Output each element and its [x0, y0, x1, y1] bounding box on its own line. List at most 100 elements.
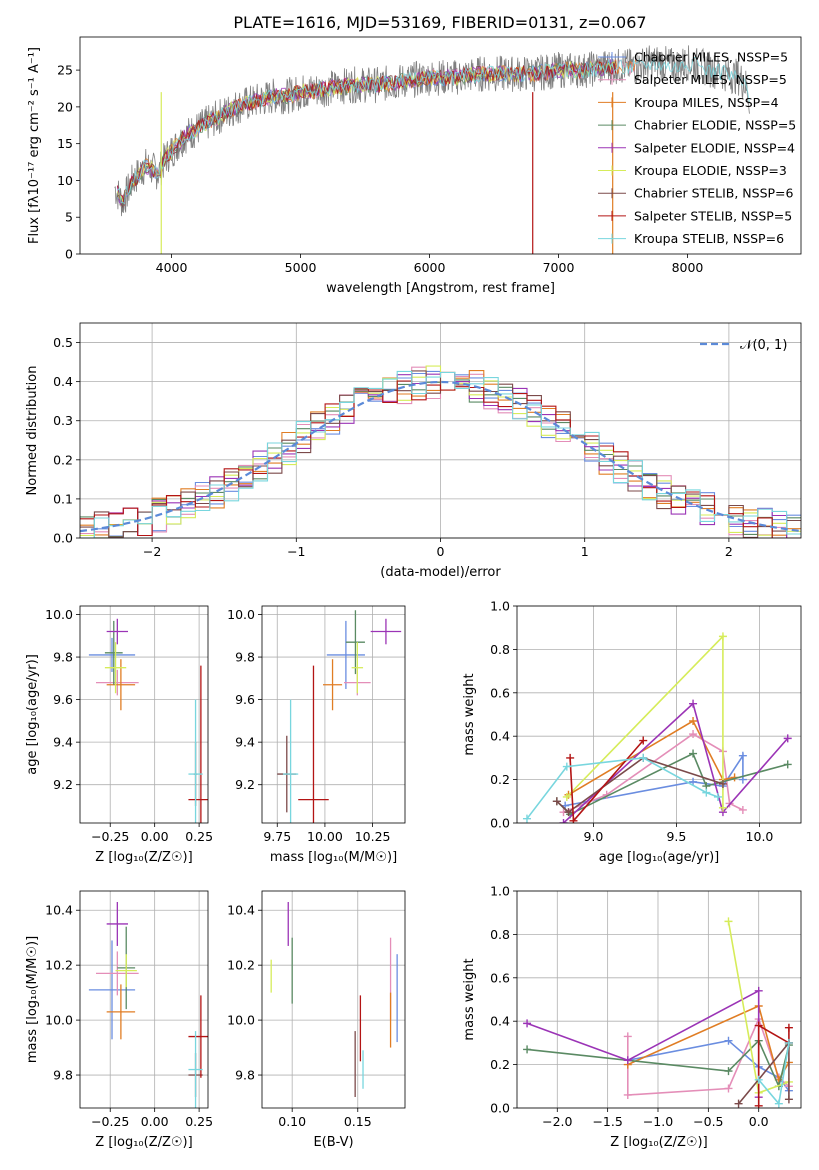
mass-weight-point [523, 1019, 532, 1028]
y-tick-label: 0.4 [490, 1014, 510, 1029]
x-tick-label: −1.0 [643, 1114, 673, 1129]
mass-weight-point [713, 792, 722, 801]
y-tick-label: 9.8 [53, 1068, 73, 1083]
plot-area [80, 365, 801, 538]
plot-area [114, 45, 750, 254]
axes-frame [261, 890, 406, 1109]
y-tick-label: 0.3 [53, 413, 73, 428]
y-tick-label: 0.0 [490, 1101, 510, 1116]
x-axis-label: wavelength [Angstrom, rest frame] [326, 281, 555, 296]
mass-weight-line [568, 719, 735, 796]
model-line [116, 60, 617, 202]
x-tick-label: −1 [287, 544, 305, 559]
mass-weight-point [639, 753, 648, 762]
mass-weight-point [718, 803, 727, 812]
mass-weight-point [718, 779, 727, 788]
y-tick-label: 0.2 [490, 1057, 510, 1072]
x-tick-label: 9.75 [263, 829, 291, 844]
mass-weight-point [734, 1099, 743, 1108]
mass-weight-point [754, 1101, 763, 1108]
mass-weight-point [569, 816, 578, 823]
x-tick-label: 10.0 [746, 829, 774, 844]
x-tick-label: 0.0 [749, 1114, 769, 1129]
x-axis-label: age [log₁₀(age/yr)] [599, 850, 720, 865]
x-tick-label: −2.0 [542, 1114, 572, 1129]
y-axis-label: mass [log₁₀(M/M☉)] [25, 936, 40, 1063]
x-axis-label: Z [log₁₀(Z/Z☉)] [610, 1135, 707, 1150]
x-axis-label: mass [log₁₀(M/M☉)] [270, 850, 397, 865]
y-tick-label: 0.6 [490, 970, 510, 985]
x-tick-label: 0.25 [185, 1114, 213, 1129]
panel-weight_vs_Z: −2.0 −1.5 −1.0 −0.5 0.0 0.0 0.2 0.4 0.6 0.8 1.0 Z [… [462, 884, 802, 1150]
y-tick-label: 0.0 [53, 531, 73, 546]
legend-label: Kroupa MILES, NSSP=4 [634, 95, 779, 110]
legend-label: 𝒩(0, 1) [740, 338, 787, 353]
y-tick-label: 10.4 [45, 903, 73, 918]
plot-area [270, 901, 398, 1098]
legend-label: Chabrier MILES, NSSP=5 [634, 50, 788, 65]
y-tick-label: 10.0 [227, 607, 255, 622]
x-tick-label: 5000 [285, 260, 317, 275]
x-tick-label: 4000 [156, 260, 188, 275]
x-axis-label: Z [log₁₀(Z/Z☉)] [95, 1135, 192, 1150]
mass-weight-point [566, 753, 575, 762]
legend-label: Salpeter MILES, NSSP=5 [634, 72, 787, 87]
mass-weight-point [738, 751, 747, 760]
plot-area [88, 901, 208, 1108]
x-tick-label: −2 [143, 544, 161, 559]
mass-weight-point [562, 792, 571, 801]
y-tick-label: 10.4 [227, 903, 255, 918]
axes-frame [79, 605, 209, 824]
y-tick-label: 0.8 [490, 927, 510, 942]
mass-weight-point [784, 1023, 793, 1032]
y-tick-label: 10.2 [227, 958, 255, 973]
mass-weight-point [623, 1032, 632, 1041]
axes-frame [516, 890, 802, 1109]
mass-weight-point [552, 797, 561, 806]
histogram-step [80, 380, 801, 538]
mass-weight-point [522, 814, 531, 823]
x-tick-label: 9.5 [666, 829, 686, 844]
mass-weight-line [563, 733, 744, 813]
mass-weight-point [724, 1036, 733, 1045]
mass-weight-point [738, 805, 747, 814]
mass-weight-point [689, 749, 698, 758]
mass-weight-point [689, 730, 698, 739]
plot-area [277, 610, 402, 823]
mass-weight-point [702, 788, 711, 797]
mass-weight-point [559, 819, 568, 823]
legend-label: Salpeter ELODIE, NSSP=4 [634, 140, 795, 155]
x-tick-label: 0.10 [278, 1114, 306, 1129]
legend-label: Salpeter STELIB, NSSP=5 [634, 208, 792, 223]
mass-weight-point [774, 1099, 783, 1108]
plot-area [523, 917, 793, 1108]
panel-weight_vs_age: 9.0 9.5 10.0 0.0 0.2 0.4 0.6 0.8 1.0 age [log₁₀(a… [462, 599, 802, 865]
x-tick-label: 0.00 [141, 829, 169, 844]
model-line [117, 56, 750, 205]
legend-label: Kroupa STELIB, NSSP=6 [634, 231, 784, 246]
y-tick-label: 0.6 [490, 685, 510, 700]
mass-weight-line [562, 702, 789, 823]
mass-weight-point [689, 699, 698, 708]
panel-mass_vs_ebv: 0.10 0.15 9.8 10.0 10.2 10.4 E(B-V) [227, 890, 406, 1150]
mass-weight-point [784, 1038, 793, 1047]
x-tick-label: −0.5 [693, 1114, 723, 1129]
mass-weight-point [783, 760, 792, 769]
y-tick-label: 10.0 [45, 1013, 73, 1028]
y-tick-label: 0.4 [53, 374, 73, 389]
x-tick-label: −1.5 [592, 1114, 622, 1129]
legend-label: Chabrier STELIB, NSSP=6 [634, 186, 794, 201]
panel-mass_vs_Z: −0.25 0.00 0.25 9.8 10.0 10.2 10.4 Z [log₁₀(Z/Z… [25, 890, 213, 1150]
x-tick-label: 0 [437, 544, 445, 559]
x-axis-label: Z [log₁₀(Z/Z☉)] [95, 850, 192, 865]
y-tick-label: 9.6 [235, 692, 255, 707]
x-tick-label: 10.00 [307, 829, 343, 844]
y-tick-label: 0.2 [490, 772, 510, 787]
y-axis-label: Normed distribution [25, 366, 40, 496]
y-tick-label: 10.2 [45, 958, 73, 973]
x-tick-label: −0.25 [91, 1114, 129, 1129]
y-tick-label: 25 [57, 63, 73, 78]
y-tick-label: 9.2 [53, 777, 73, 792]
y-tick-label: 0.2 [53, 452, 73, 467]
